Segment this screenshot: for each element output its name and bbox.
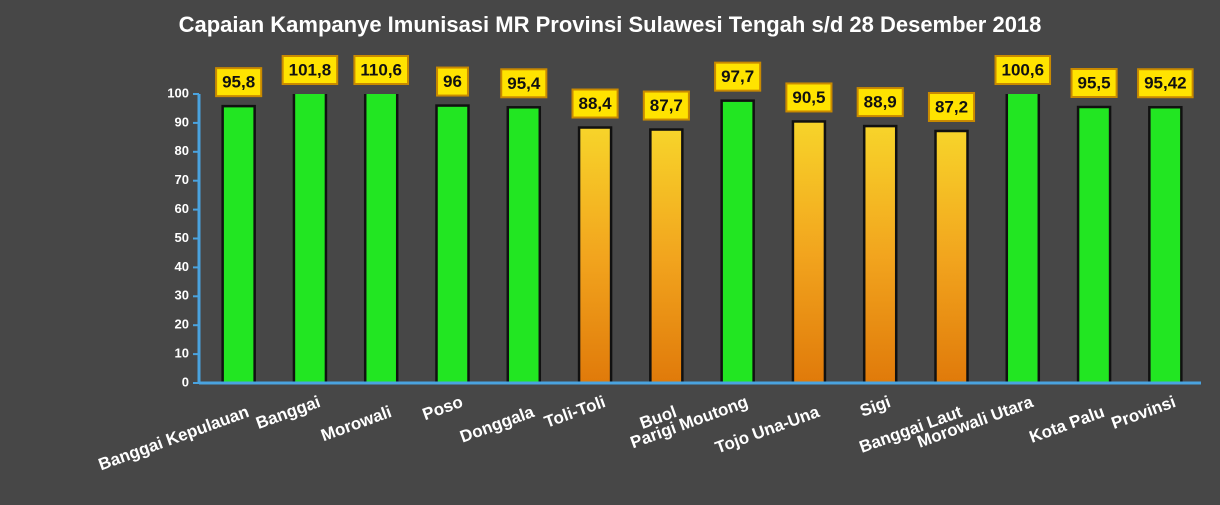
y-tick-label: 20 bbox=[175, 317, 189, 332]
value-label-box bbox=[994, 55, 1052, 85]
bar bbox=[292, 94, 328, 384]
y-tick-label: 10 bbox=[175, 346, 189, 361]
bar bbox=[934, 129, 969, 384]
value-label-box bbox=[353, 55, 410, 85]
plot-area bbox=[221, 94, 1183, 384]
value-label-box bbox=[1137, 68, 1194, 99]
value-label-box bbox=[215, 67, 263, 98]
bar bbox=[363, 94, 399, 384]
value-label: 95,5 bbox=[1078, 73, 1111, 92]
y-tick-label: 80 bbox=[175, 143, 189, 158]
y-tick-label: 60 bbox=[175, 201, 189, 216]
value-label-box bbox=[436, 66, 469, 97]
value-label: 90,5 bbox=[792, 88, 825, 107]
value-label: 88,9 bbox=[864, 93, 897, 112]
value-label-box bbox=[571, 88, 619, 119]
value-label: 88,4 bbox=[579, 94, 613, 113]
bar bbox=[649, 128, 684, 384]
y-tick-label: 100 bbox=[167, 85, 189, 100]
bar bbox=[221, 104, 256, 384]
bar bbox=[1148, 105, 1183, 384]
value-label-box bbox=[927, 91, 976, 122]
value-label: 87,7 bbox=[650, 96, 683, 115]
y-tick-label: 40 bbox=[175, 259, 189, 274]
value-label: 87,2 bbox=[935, 97, 968, 116]
value-label: 95,4 bbox=[507, 74, 541, 93]
value-label: 100,6 bbox=[1002, 60, 1045, 79]
bar bbox=[720, 99, 755, 384]
value-label-box bbox=[1070, 68, 1118, 99]
bar bbox=[1005, 94, 1041, 384]
value-label: 101,8 bbox=[289, 60, 332, 79]
chart-title: Capaian Kampanye Imunisasi MR Provinsi S… bbox=[179, 12, 1042, 37]
value-label: 97,7 bbox=[721, 67, 754, 86]
y-tick-label: 50 bbox=[175, 230, 189, 245]
value-label-box bbox=[500, 68, 548, 99]
value-label-box bbox=[785, 82, 833, 113]
bar bbox=[791, 120, 827, 384]
value-label-box bbox=[714, 61, 762, 92]
value-label: 110,6 bbox=[360, 60, 402, 79]
value-label: 96 bbox=[443, 72, 462, 91]
bar bbox=[862, 124, 898, 384]
value-label-box bbox=[281, 55, 339, 85]
value-label-box bbox=[856, 87, 904, 118]
bar bbox=[577, 126, 613, 384]
bar bbox=[506, 106, 542, 384]
bar bbox=[435, 104, 470, 384]
y-tick-label: 70 bbox=[175, 172, 189, 187]
value-label: 95,8 bbox=[222, 73, 255, 92]
value-label-box bbox=[642, 90, 690, 121]
y-tick-label: 30 bbox=[175, 288, 189, 303]
value-label: 95,42 bbox=[1144, 74, 1187, 93]
y-tick-label: 90 bbox=[175, 114, 189, 129]
y-tick-label: 0 bbox=[182, 374, 189, 389]
bar bbox=[1076, 105, 1112, 384]
